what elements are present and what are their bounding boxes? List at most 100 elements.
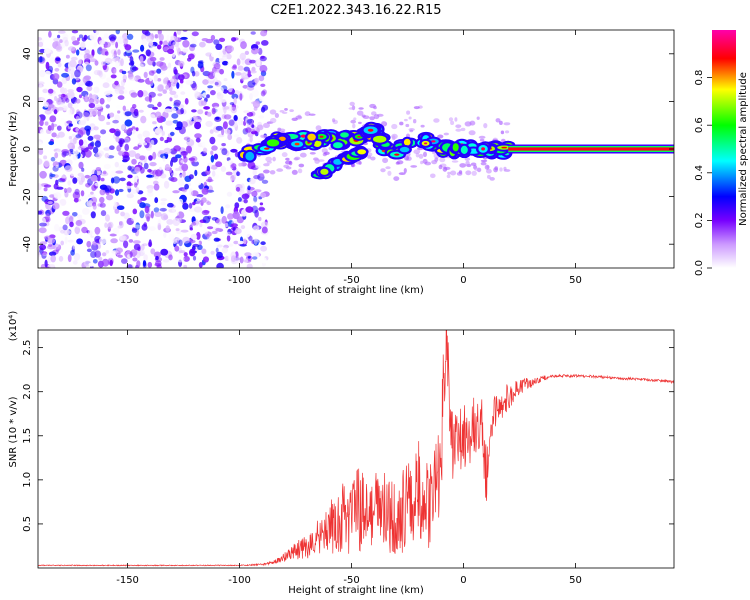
spectrogram-noise-blob — [43, 155, 48, 160]
spectrogram-noise-blob — [210, 164, 218, 170]
spectrogram-faint-blob — [451, 160, 459, 163]
spectrogram-x-tick-label: 50 — [569, 275, 582, 286]
spectrogram-noise-blob — [189, 115, 193, 121]
spectrogram-noise-blob — [240, 225, 246, 230]
spectrogram-noise-blob — [110, 74, 117, 79]
spectrogram-noise-blob — [127, 165, 132, 171]
spectrogram-noise-blob — [59, 39, 63, 43]
spectrogram-noise-blob — [42, 136, 50, 144]
spectrogram-noise-blob — [162, 155, 166, 162]
spectrogram-noise-blob — [78, 34, 84, 39]
spectrogram-noise-blob — [252, 225, 260, 232]
spectrogram-noise-blob — [132, 49, 140, 53]
spectrogram-noise-blob — [85, 80, 93, 87]
spectrogram-noise-blob — [93, 86, 100, 94]
snr-x-tick-label: 50 — [569, 575, 582, 586]
spectrogram-noise-blob — [207, 226, 214, 230]
spectrogram-noise-blob — [44, 109, 52, 115]
spectrogram-noise-blob — [86, 86, 93, 91]
spectrogram-noise-blob — [76, 109, 80, 115]
spectrogram-noise-blob — [62, 210, 70, 216]
spectrogram-noise-blob — [191, 31, 199, 37]
spectrogram-noise-blob — [228, 119, 235, 126]
snr-x-tick-label: -50 — [343, 575, 359, 586]
spectrogram-faint-blob — [479, 138, 485, 142]
spectrogram-noise-blob — [189, 188, 194, 197]
spectrogram-noise-blob — [253, 238, 258, 245]
spectrogram-noise-blob — [261, 226, 268, 234]
spectrogram-panel: -150 -100 -50 0 50 -40 -20 0 20 40 Height of str… — [8, 29, 675, 296]
spectrogram-noise-blob — [117, 151, 125, 156]
spectrogram-noise-blob — [150, 139, 155, 147]
colorbar-tick-label: 0.6 — [694, 117, 705, 133]
spectrogram-faint-blob — [349, 101, 355, 106]
spectrogram-noise-blob — [249, 128, 256, 133]
spectrogram-noise-blob — [56, 125, 62, 131]
spectrogram-noise-blob — [222, 60, 229, 66]
spectrogram-noise-blob — [142, 30, 149, 35]
spectrogram-noise-blob — [72, 40, 80, 46]
spectrogram-noise-blob — [250, 31, 256, 35]
spectrogram-noise-blob — [55, 45, 63, 52]
spectrogram-noise-blob — [86, 248, 92, 253]
spectrogram-noise-blob — [98, 46, 103, 52]
spectrogram-noise-blob — [86, 240, 92, 248]
spectrogram-faint-blob — [437, 134, 444, 139]
spectrogram-noise-blob — [75, 177, 83, 182]
spectrogram-noise-blob — [209, 129, 214, 134]
spectrogram-track-blob — [320, 168, 329, 175]
spectrogram-noise-blob — [198, 93, 203, 99]
spectrogram-noise-blob — [211, 145, 218, 151]
spectrogram-noise-blob — [144, 96, 152, 102]
spectrogram-noise-blob — [62, 151, 70, 156]
spectrogram-noise-blob — [215, 161, 223, 168]
spectrogram-noise-blob — [88, 93, 93, 100]
spectrogram-noise-blob — [44, 259, 48, 268]
spectrogram-noise-blob — [64, 39, 69, 47]
spectrogram-noise-blob — [215, 227, 221, 232]
spectrogram-noise-blob — [176, 30, 182, 35]
spectrogram-noise-blob — [95, 30, 100, 35]
spectrogram-noise-blob — [126, 217, 134, 226]
spectrogram-noise-blob — [173, 94, 179, 99]
spectrogram-noise-blob — [43, 184, 52, 188]
spectrogram-noise-blob — [52, 73, 60, 81]
spectrogram-noise-blob — [123, 52, 127, 57]
spectrogram-faint-blob — [423, 151, 427, 157]
spectrogram-faint-blob — [503, 122, 511, 126]
spectrogram-noise-blob — [112, 119, 119, 124]
spectrogram-noise-blob — [88, 102, 96, 109]
spectrogram-noise-blob — [205, 120, 213, 127]
spectrogram-noise-blob — [259, 55, 267, 62]
spectrogram-faint-blob — [381, 121, 386, 126]
spectrogram-noise-blob — [155, 255, 159, 261]
spectrogram-noise-blob — [249, 177, 256, 185]
spectrogram-faint-blob — [291, 117, 298, 122]
spectrogram-noise-blob — [114, 189, 120, 196]
spectrogram-noise-blob — [156, 68, 162, 74]
spectrogram-faint-blob — [503, 169, 511, 172]
spectrogram-noise-blob — [106, 121, 111, 125]
spectrogram-noise-blob — [122, 105, 127, 111]
spectrogram-noise-blob — [60, 240, 64, 246]
spectrogram-noise-blob — [221, 215, 227, 224]
spectrogram-noise-blob — [123, 129, 132, 134]
spectrogram-faint-blob — [353, 117, 357, 121]
snr-x-axis: -150 -100 -50 0 50 — [116, 330, 582, 586]
spectrogram-noise-blob — [117, 95, 125, 100]
spectrogram-noise-blob — [243, 230, 251, 238]
spectrogram-noise-blob — [91, 111, 97, 115]
spectrogram-faint-blob — [438, 164, 443, 170]
spectrogram-noise-blob — [47, 237, 56, 244]
spectrogram-noise-blob — [94, 226, 101, 235]
spectrogram-noise-blob — [201, 197, 207, 204]
spectrogram-noise-blob — [158, 150, 165, 155]
spectrogram-noise-blob — [80, 41, 86, 50]
spectrogram-noise-blob — [233, 97, 237, 105]
spectrogram-noise-blob — [239, 52, 246, 61]
spectrogram-noise-blob — [55, 134, 60, 139]
spectrogram-noise-blob — [252, 169, 257, 176]
spectrogram-noise-blob — [231, 70, 235, 79]
spectrogram-noise-blob — [49, 115, 57, 123]
spectrogram-noise-blob — [75, 127, 80, 132]
